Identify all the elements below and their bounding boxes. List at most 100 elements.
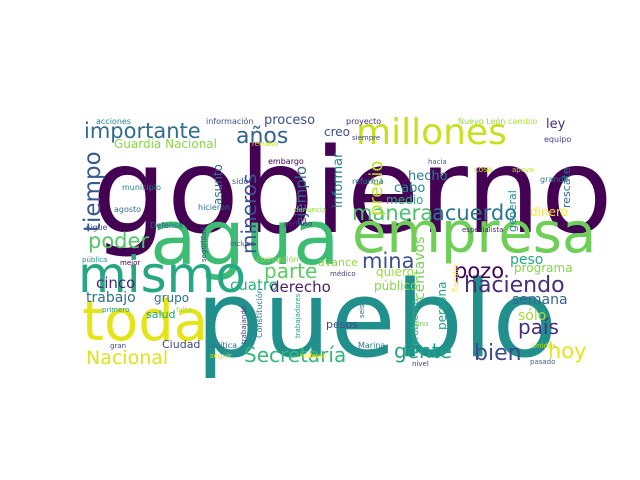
word: gente bbox=[394, 339, 452, 363]
word: todavía bbox=[300, 352, 326, 360]
word: médico bbox=[330, 270, 356, 278]
word: Defensa bbox=[150, 221, 183, 230]
word: Nacional bbox=[86, 347, 168, 369]
word: creo bbox=[324, 125, 350, 139]
word: cambio bbox=[508, 117, 537, 126]
word: peso bbox=[510, 252, 543, 268]
word: centavos bbox=[412, 237, 428, 300]
word: grande bbox=[540, 175, 568, 184]
word: seguridad bbox=[200, 227, 208, 262]
word: rescate bbox=[560, 167, 573, 208]
word: precio bbox=[366, 161, 387, 216]
word: ley bbox=[546, 117, 566, 132]
word: fiscalía bbox=[451, 264, 460, 292]
word: hoy bbox=[548, 339, 587, 363]
word: recurso bbox=[252, 140, 278, 148]
word: corrupción bbox=[256, 254, 298, 264]
word: acuerdo bbox=[432, 201, 517, 225]
word: gran bbox=[110, 342, 126, 350]
word: pasado bbox=[530, 358, 555, 366]
word: haciendo bbox=[464, 273, 565, 298]
word: siempre bbox=[352, 134, 380, 142]
word: toda bbox=[82, 289, 208, 354]
word: seis bbox=[358, 304, 366, 318]
word: trabajo bbox=[86, 290, 136, 306]
word: dinero bbox=[530, 205, 568, 219]
word: grupo bbox=[154, 291, 189, 305]
word: país bbox=[518, 315, 559, 339]
word: hicieron bbox=[198, 203, 230, 212]
word: tiempo bbox=[80, 151, 106, 232]
word: cabo bbox=[394, 181, 425, 196]
word: millones bbox=[356, 112, 507, 153]
word: municipio bbox=[122, 183, 161, 192]
word: salud bbox=[146, 308, 175, 321]
word: semana bbox=[512, 292, 568, 308]
word: poder bbox=[88, 229, 149, 253]
word: general bbox=[506, 190, 519, 232]
word: importante bbox=[84, 119, 201, 143]
word: avance bbox=[318, 256, 358, 269]
word: asunto bbox=[211, 164, 225, 205]
word: quiero bbox=[376, 265, 414, 279]
word: Nuevo León bbox=[458, 116, 505, 126]
word: mejor bbox=[120, 259, 140, 267]
word: ejemplo bbox=[292, 166, 310, 226]
word: mineros bbox=[237, 174, 261, 254]
word: información bbox=[206, 116, 253, 126]
word: pueblo bbox=[196, 258, 557, 381]
word: hecho bbox=[408, 169, 448, 184]
word: persona bbox=[435, 282, 449, 331]
word: denuncia bbox=[294, 206, 326, 214]
word: reforma bbox=[352, 177, 384, 186]
word: equipo bbox=[544, 135, 571, 144]
word: incluso bbox=[230, 240, 255, 248]
word: sido bbox=[232, 177, 248, 186]
word: medio bbox=[386, 193, 423, 207]
word: mismo bbox=[78, 246, 246, 304]
word: Unidos bbox=[532, 342, 556, 350]
word: mina bbox=[362, 249, 414, 273]
word: Constitución bbox=[254, 288, 264, 338]
word: cinco bbox=[96, 274, 135, 292]
word: política bbox=[208, 341, 237, 350]
word: informar bbox=[331, 152, 346, 208]
word: pozo bbox=[454, 259, 504, 283]
word: falta bbox=[176, 306, 192, 314]
word: empresa bbox=[352, 201, 596, 266]
word: manera bbox=[352, 201, 433, 225]
word: gobierno bbox=[92, 122, 613, 260]
word: público bbox=[374, 279, 417, 293]
word: años bbox=[236, 124, 288, 149]
word: trabajadores bbox=[294, 293, 302, 338]
word: parte bbox=[264, 259, 317, 283]
word: trabajando bbox=[240, 306, 248, 344]
word: sigue bbox=[86, 223, 108, 232]
word: pesos bbox=[326, 318, 358, 331]
word: Marina bbox=[358, 341, 385, 350]
word: proceso bbox=[264, 113, 315, 128]
word: primero bbox=[102, 306, 129, 314]
word: seguir bbox=[210, 352, 232, 360]
word: bien bbox=[474, 341, 522, 366]
word: sólo bbox=[518, 308, 546, 324]
word: cuatro bbox=[230, 276, 278, 294]
word: proyecto bbox=[346, 117, 381, 126]
word: pública bbox=[82, 256, 107, 264]
word: acciones bbox=[96, 117, 131, 126]
word: apoyo bbox=[512, 166, 533, 174]
word: permiso bbox=[284, 220, 312, 228]
word: problema bbox=[410, 298, 421, 346]
word: Guardia Nacional bbox=[114, 137, 217, 151]
word: nivel bbox=[412, 360, 429, 368]
word: agosto bbox=[114, 205, 141, 214]
word: embargo bbox=[268, 157, 304, 166]
word: Secretaría bbox=[244, 343, 346, 367]
word: programa bbox=[514, 261, 573, 275]
word: sino bbox=[414, 320, 428, 328]
word: derecho bbox=[270, 278, 331, 296]
word: cosa bbox=[474, 165, 492, 174]
word: hacia bbox=[428, 158, 447, 166]
word: agua bbox=[150, 193, 340, 282]
